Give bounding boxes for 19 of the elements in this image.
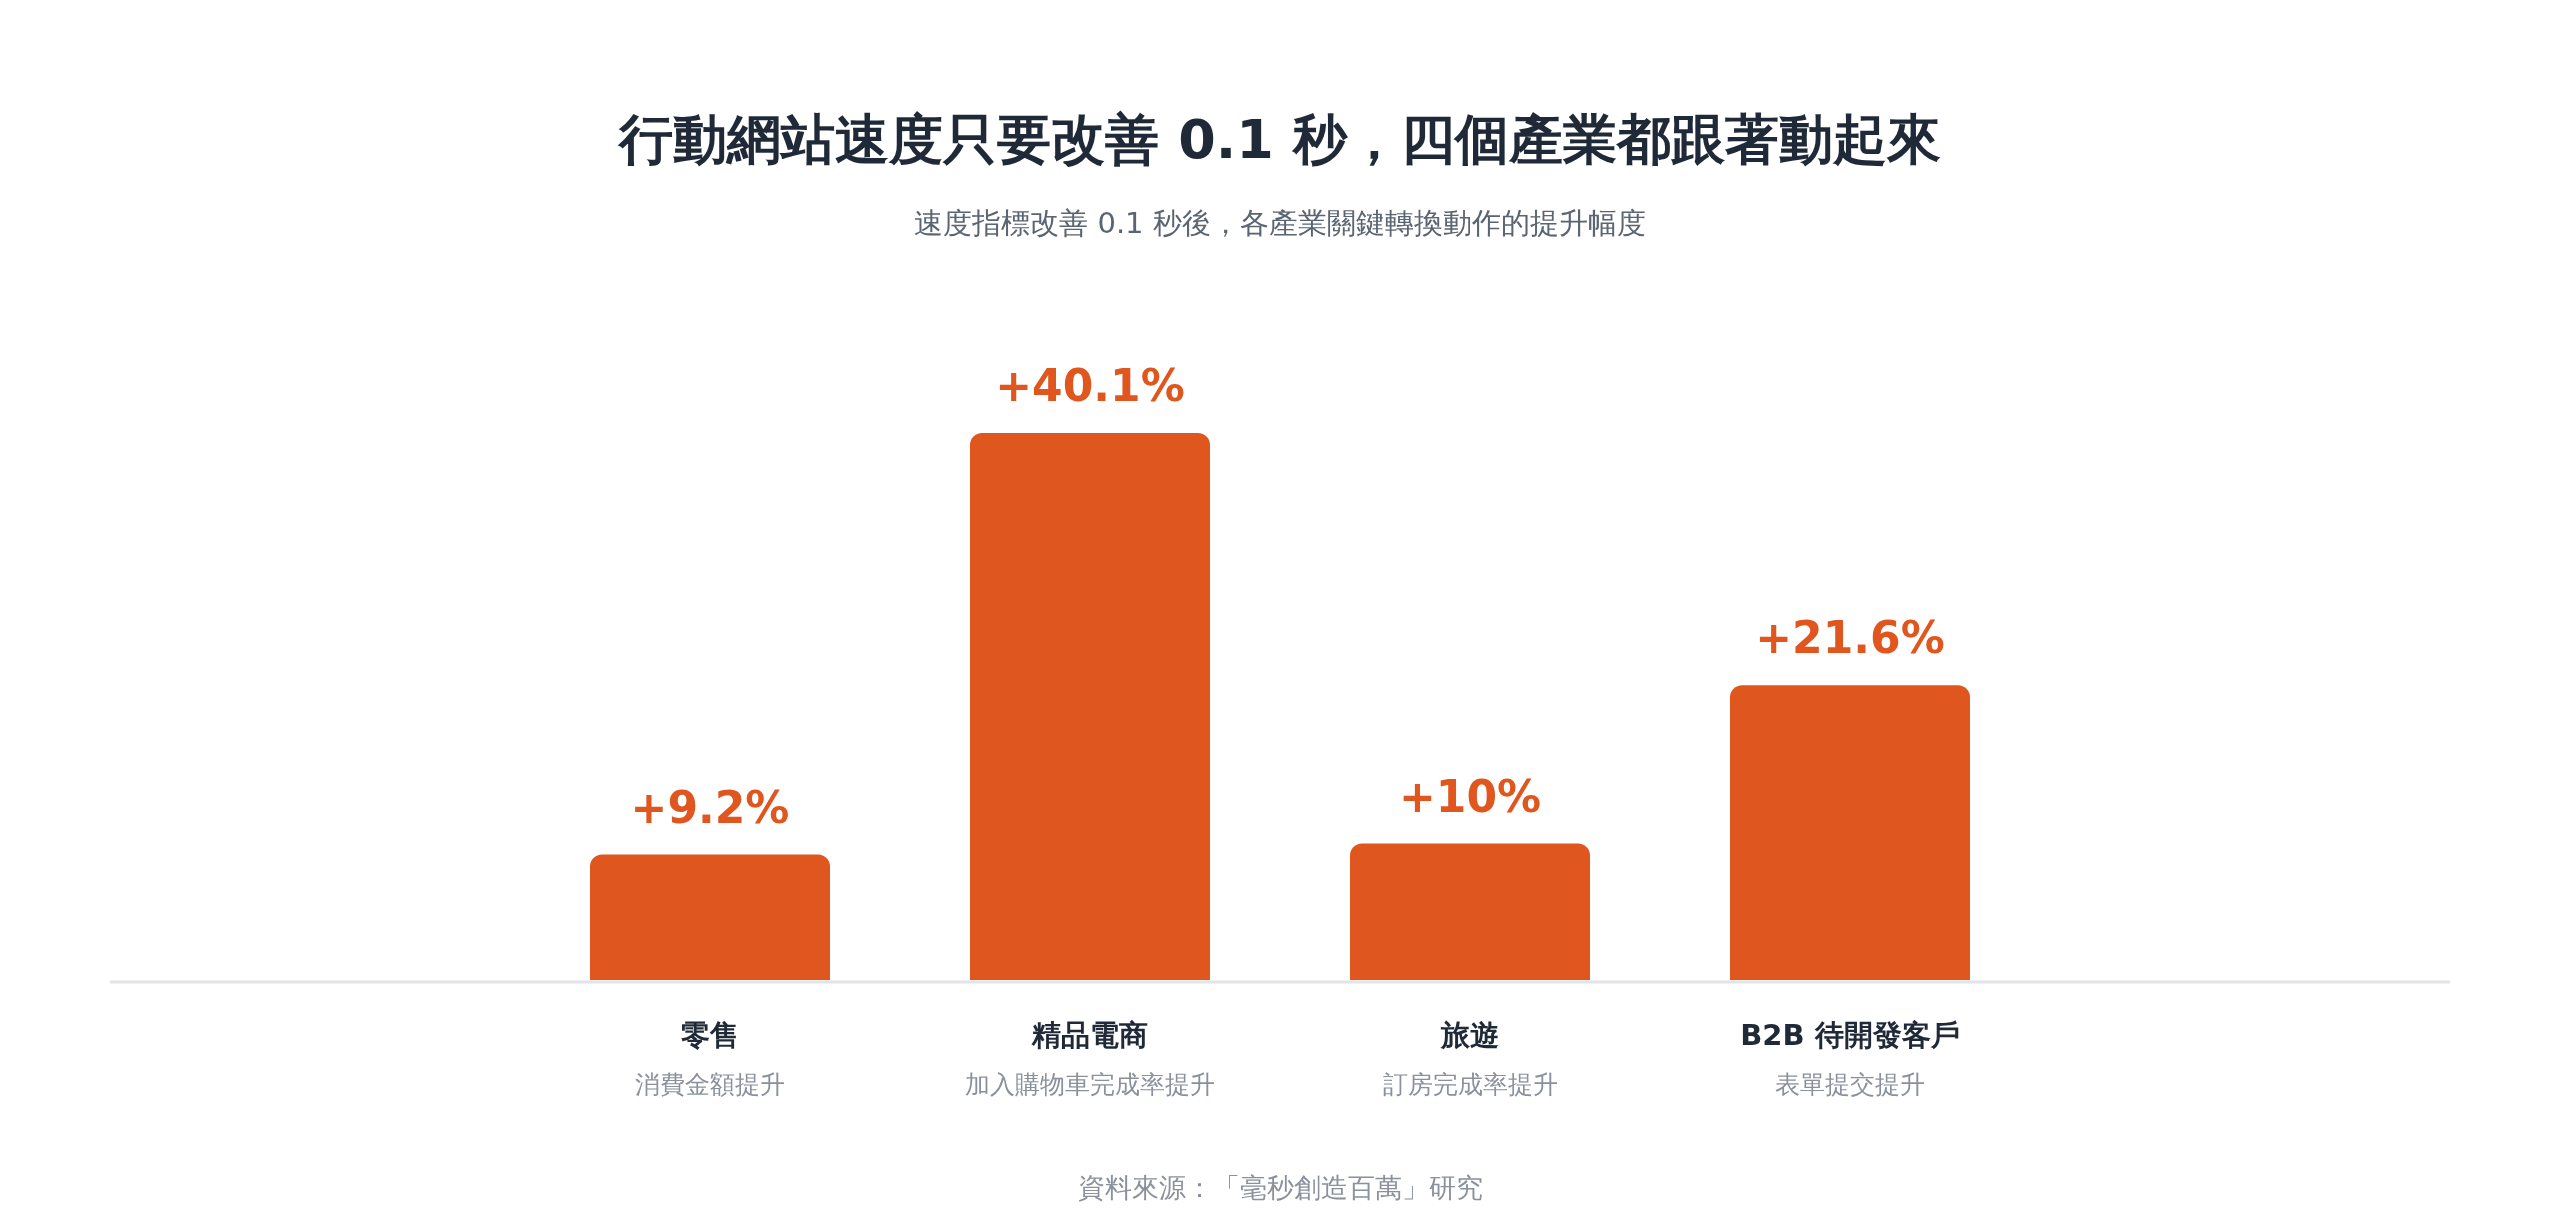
data-label: +9.2%	[630, 781, 790, 833]
x-tick-label: 零售	[681, 1017, 739, 1052]
text: 表單提交提升	[1775, 1069, 1925, 1099]
chart-subtitle: 速度指標改善 0.1 秒後，各產業關鍵轉換動作的提升幅度	[914, 205, 1646, 240]
source-note: 資料來源：「毫秒創造百萬」研究	[1077, 1172, 1483, 1204]
bar	[1350, 843, 1590, 980]
text: 訂房完成率提升	[1382, 1069, 1558, 1099]
text: 加入購物車完成率提升	[965, 1069, 1215, 1099]
chart-title: 行動網站速度只要改善 0.1 秒，四個產業都跟著動起來	[617, 108, 1941, 172]
data-label: +21.6%	[1755, 612, 1945, 664]
data-label: +40.1%	[995, 360, 1185, 411]
bar	[590, 854, 830, 980]
text: 消費金額提升	[635, 1069, 785, 1099]
x-tick-label: 精品電商	[1031, 1017, 1148, 1052]
x-tick-label: B2B 待開發客戶	[1740, 1017, 1960, 1052]
x-tick-label: 旅遊	[1440, 1017, 1499, 1052]
data-label: +10%	[1398, 770, 1542, 822]
bar	[970, 433, 1210, 980]
bar	[1730, 685, 1970, 980]
